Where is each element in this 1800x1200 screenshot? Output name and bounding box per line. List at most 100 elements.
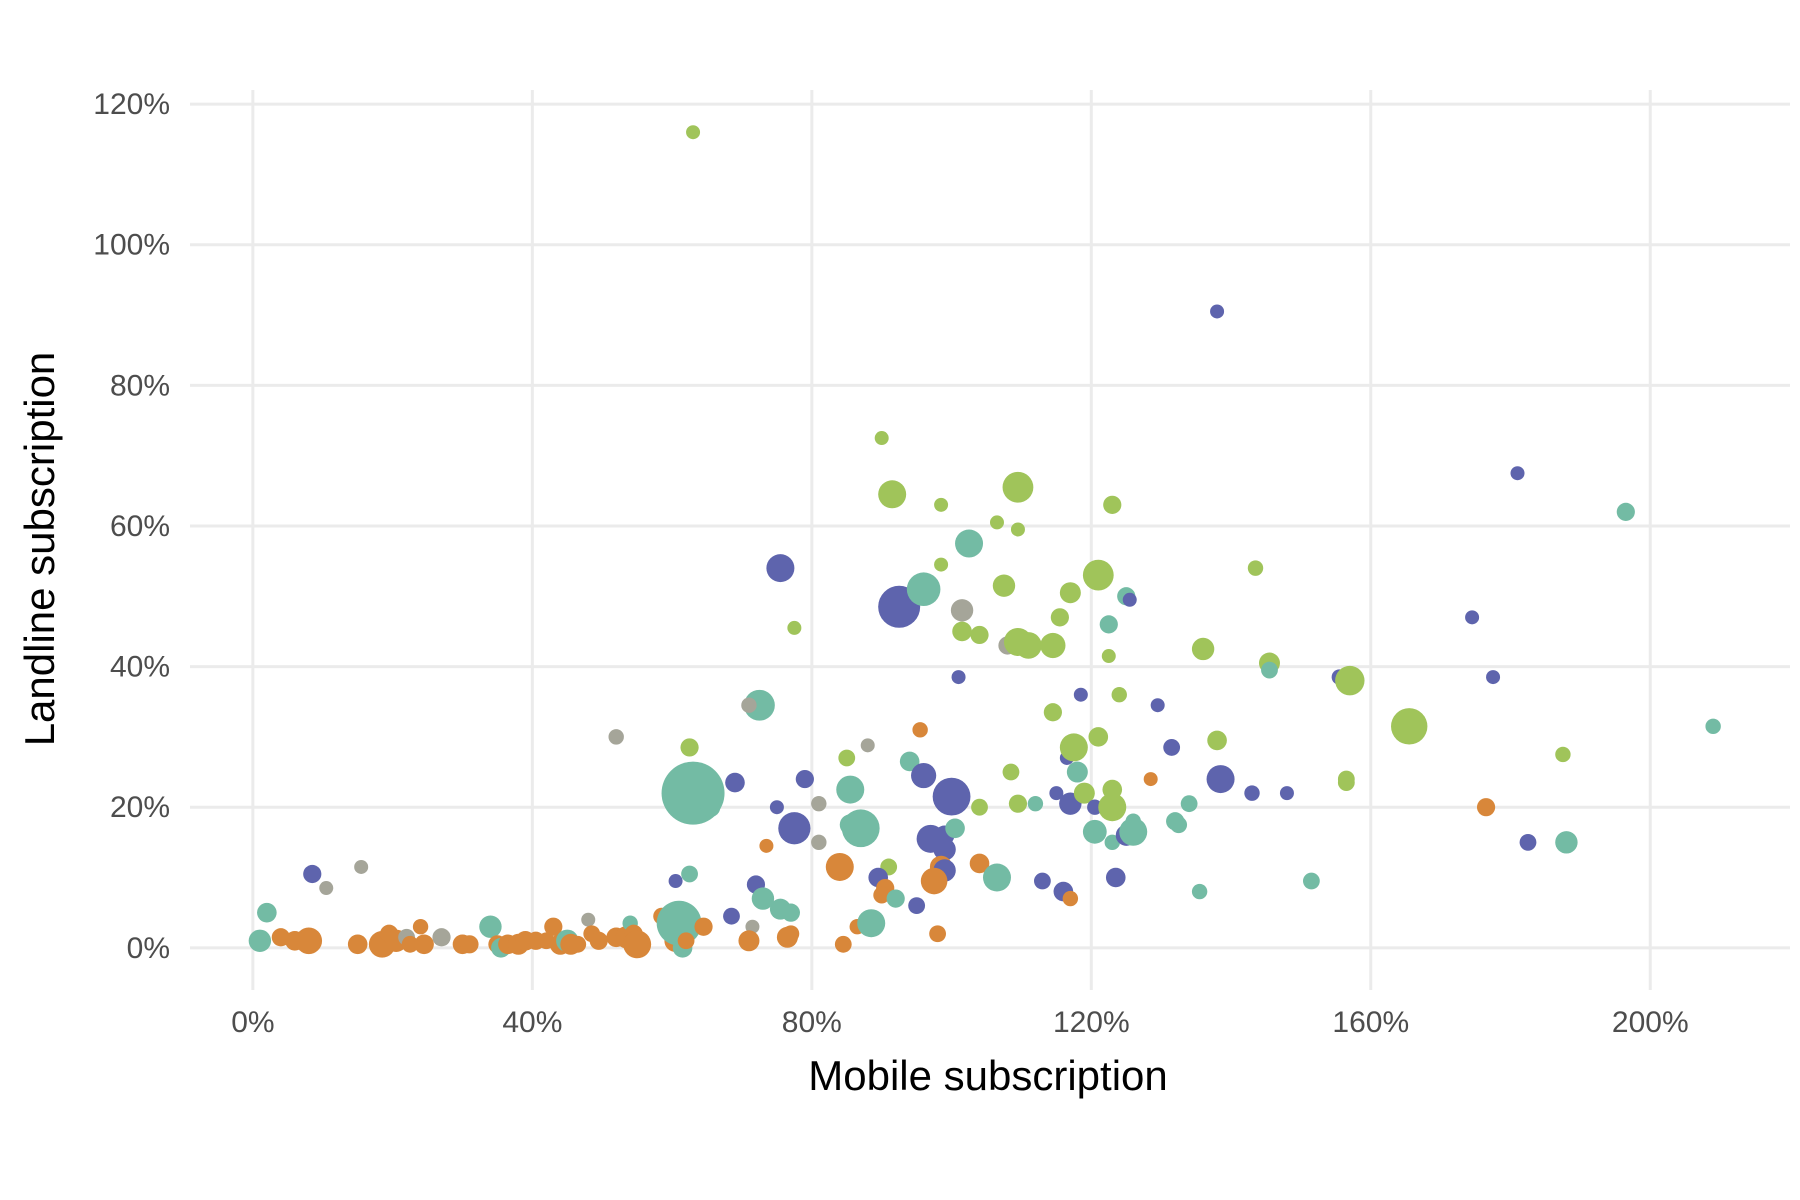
scatter-point [1207,730,1227,751]
scatter-point [1191,883,1208,900]
scatter-point [857,909,886,938]
scatter-point [1073,687,1088,702]
scatter-point [700,797,721,817]
points-layer [248,125,1721,959]
scatter-point [1040,632,1066,659]
scatter-point [1119,817,1148,846]
scatter-point [1302,872,1320,890]
scatter-point [1015,632,1042,659]
scatter-point [955,529,984,558]
scatter-point [1279,786,1294,801]
y-tick-label: 40% [110,651,170,684]
x-tick-label: 120% [1053,1006,1130,1039]
scatter-point [1062,890,1079,907]
scatter-point [860,738,875,753]
tick-labels: 0% 20% 40% 60% 80% 100% 120% 0% 40% 80% 120% 160% 20… [93,88,1688,1039]
scatter-point [934,557,949,572]
scatter-point [401,935,419,953]
scatter-point [836,775,865,804]
scatter-point [432,928,451,947]
scatter-point [811,795,827,812]
scatter-point [1050,608,1069,627]
scatter-point [1247,560,1264,576]
scatter-point [354,859,369,874]
scatter-point [1082,819,1107,844]
x-axis-title: Mobile subscription [808,1052,1168,1099]
scatter-point [1486,670,1501,685]
scatter-point [412,919,429,935]
scatter-point [1555,746,1571,763]
scatter-point [1391,708,1428,745]
scatter-point [878,480,907,509]
scatter-point [1059,733,1088,762]
scatter-point [1150,698,1165,713]
scatter-point [899,751,920,772]
scatter-point [1111,686,1127,703]
scatter-point [1049,786,1064,801]
scatter-point [1244,785,1260,801]
scatter-point [759,838,774,853]
scatter-point [1104,834,1120,851]
scatter-point [811,834,827,851]
scatter-point [589,931,608,950]
scatter-point [741,697,757,713]
scatter-point [1705,718,1721,735]
scatter-point [908,897,926,915]
scatter-point [934,497,949,512]
scatter-point [347,934,368,955]
scatter-point [1088,727,1109,747]
scatter-point [686,125,701,140]
scatter-point [951,670,966,685]
scatter-point [874,431,889,446]
scatter-point [950,599,974,622]
x-tick-label: 40% [502,1006,562,1039]
scatter-point [1002,763,1020,781]
scatter-point [886,889,905,908]
scatter-point [1206,765,1235,794]
scatter-point [1034,872,1051,890]
scatter-point [906,572,941,607]
scatter-point [787,620,802,635]
x-tick-label: 200% [1612,1006,1689,1039]
scatter-point [989,515,1004,530]
scatter-point [460,935,479,954]
scatter-point [778,812,811,845]
scatter-point [970,625,989,645]
scatter-point [1519,833,1537,851]
scatter-point [952,621,972,642]
scatter-point [1082,559,1114,591]
scatter-point [841,809,880,848]
scatter-point [751,887,775,910]
scatter-point [744,689,775,721]
scatter-point [1073,782,1095,804]
y-tick-label: 100% [93,229,170,262]
scatter-point [1180,795,1198,813]
scatter-point [1105,867,1126,888]
scatter-point [1027,795,1044,812]
scatter-point [992,574,1016,597]
scatter-point [1337,774,1355,791]
scatter-point [873,886,891,904]
scatter-point [945,818,965,839]
scatter-point [1087,799,1103,815]
scatter-point [1510,466,1525,481]
y-tick-label: 120% [93,88,170,121]
scatter-point [769,800,784,815]
scatter-point [1103,495,1122,514]
scatter-point [723,907,740,925]
scatter-point [479,915,502,938]
scatter-point [1101,649,1116,664]
y-tick-label: 0% [127,932,170,965]
y-tick-label: 80% [110,369,170,402]
scatter-point [725,772,745,793]
y-axis-title: Landline subscription [16,352,63,747]
scatter-point [1170,816,1188,834]
scatter-point [608,729,624,745]
scatter-point [295,927,323,955]
scatter-point [911,762,937,789]
scatter-point [1002,471,1034,503]
y-tick-label: 20% [110,791,170,824]
scatter-point [248,929,272,952]
scatter-point [1098,793,1127,822]
